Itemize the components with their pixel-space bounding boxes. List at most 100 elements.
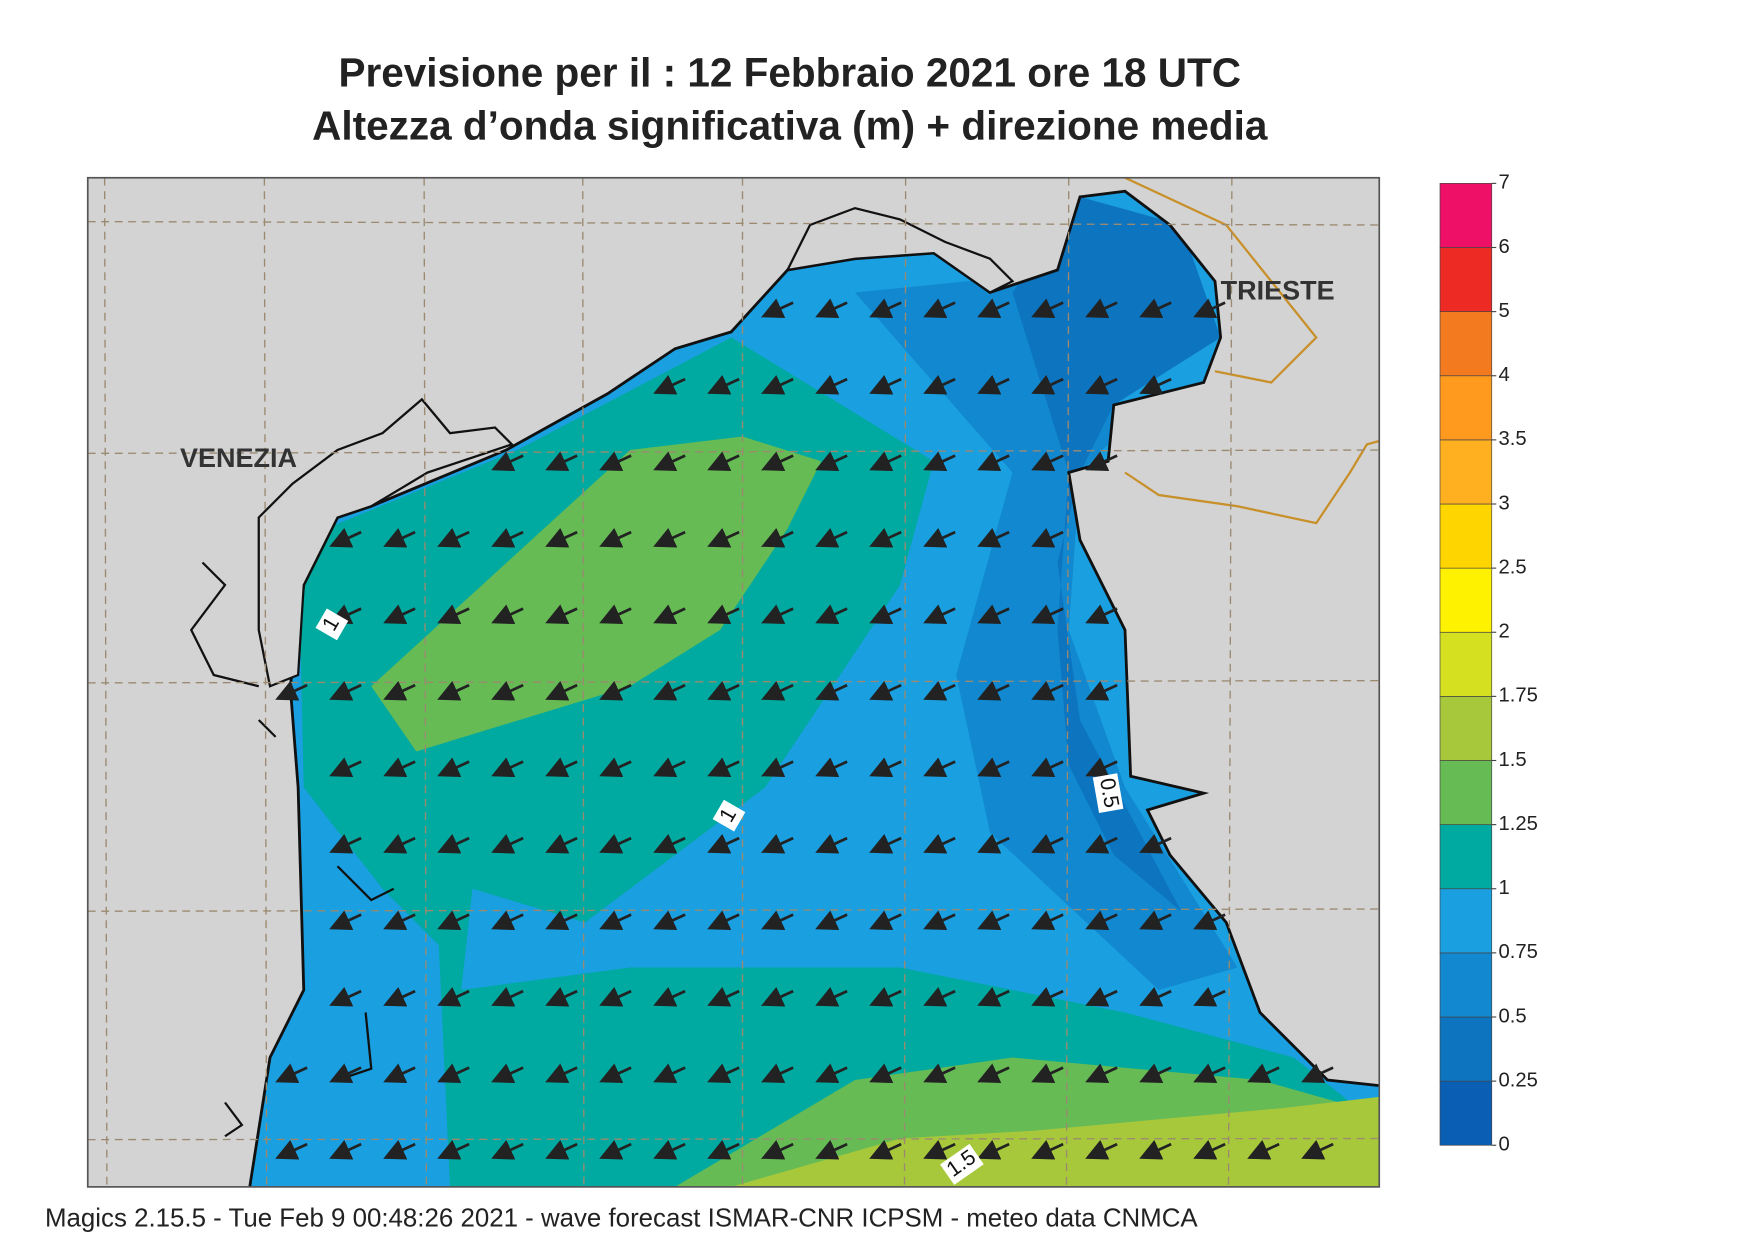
wave-arrow xyxy=(491,527,524,548)
wave-arrow xyxy=(977,527,1010,548)
wave-arrow xyxy=(491,910,524,931)
wave-arrow xyxy=(437,527,470,548)
wave-arrow xyxy=(869,604,902,625)
color-band xyxy=(1439,1016,1493,1082)
colorbar-tick-label: 1 xyxy=(1499,877,1510,899)
wave-arrow xyxy=(1085,910,1118,931)
wave-arrow xyxy=(1031,1063,1064,1084)
wave-arrow xyxy=(491,604,524,625)
wave-arrow xyxy=(707,604,740,625)
wave-arrow xyxy=(383,604,416,625)
wave-arrow xyxy=(599,910,632,931)
colorbar-tick-label: 0.5 xyxy=(1499,1005,1527,1027)
wave-arrow xyxy=(1301,1139,1334,1160)
color-band xyxy=(1439,439,1493,505)
title-line-2: Altezza d’onda significativa (m) + direz… xyxy=(312,103,1268,149)
contour-label: 0.5 xyxy=(1092,773,1124,814)
wave-arrow xyxy=(923,374,956,395)
wave-arrow xyxy=(329,986,362,1007)
wave-arrow xyxy=(761,451,794,472)
wave-arrow xyxy=(437,757,470,778)
wave-arrow xyxy=(329,910,362,931)
wave-arrow xyxy=(761,910,794,931)
wave-arrow xyxy=(1031,1139,1064,1160)
lagoon-grado xyxy=(785,206,1015,294)
wave-arrow xyxy=(761,1139,794,1160)
wave-arrow xyxy=(1139,986,1172,1007)
colorbar-tick-label: 1.5 xyxy=(1499,749,1527,771)
wave-arrow xyxy=(869,1063,902,1084)
wave-arrow xyxy=(383,680,416,701)
wave-arrow xyxy=(545,527,578,548)
wave-arrow xyxy=(599,451,632,472)
wave-arrow xyxy=(275,1063,308,1084)
colorbar-tick-label: 4 xyxy=(1499,364,1510,386)
wave-arrow xyxy=(869,374,902,395)
wave-arrow xyxy=(707,527,740,548)
wave-arrow xyxy=(923,910,956,931)
wave-arrow xyxy=(815,1139,848,1160)
color-band xyxy=(1439,183,1493,248)
wave-arrow xyxy=(923,1063,956,1084)
wave-arrow xyxy=(1139,910,1172,931)
wave-arrow xyxy=(275,680,308,701)
wave-arrow xyxy=(869,527,902,548)
wave-arrow xyxy=(599,833,632,854)
wave-arrow xyxy=(923,527,956,548)
wave-arrow xyxy=(491,680,524,701)
wave-arrow xyxy=(437,680,470,701)
wave-arrow xyxy=(383,527,416,548)
wave-arrow xyxy=(275,1139,308,1160)
wave-arrow xyxy=(491,1063,524,1084)
wave-arrow xyxy=(815,986,848,1007)
wave-arrow xyxy=(599,680,632,701)
wave-arrow xyxy=(599,527,632,548)
wave-arrow xyxy=(1085,757,1118,778)
wave-arrow xyxy=(815,680,848,701)
wave-arrow xyxy=(653,527,686,548)
contour-value: 0.5 xyxy=(1095,776,1124,809)
wave-arrow xyxy=(653,604,686,625)
color-band xyxy=(1439,247,1493,312)
wave-arrow xyxy=(437,1063,470,1084)
city-label: TRIESTE xyxy=(1221,275,1335,305)
wave-arrow xyxy=(977,910,1010,931)
wave-arrow xyxy=(1031,986,1064,1007)
wave-arrow xyxy=(491,986,524,1007)
wave-arrow xyxy=(1085,1139,1118,1160)
zone-025-05 xyxy=(1012,196,1221,912)
wave-arrow xyxy=(383,910,416,931)
map-frame xyxy=(86,176,1381,1188)
colorbar-tick-label: 0.25 xyxy=(1499,1069,1538,1091)
wave-arrow xyxy=(761,680,794,701)
wave-arrow xyxy=(437,833,470,854)
wave-arrow xyxy=(761,298,794,319)
wave-arrow xyxy=(1031,757,1064,778)
wave-arrow xyxy=(383,757,416,778)
wave-arrow xyxy=(545,910,578,931)
wave-arrow xyxy=(491,1139,524,1160)
wave-arrow xyxy=(653,374,686,395)
colorbar-tick-label: 2.5 xyxy=(1499,556,1527,578)
wave-arrow xyxy=(1085,680,1118,701)
wave-arrow xyxy=(1193,298,1226,319)
wave-arrow xyxy=(923,1139,956,1160)
wave-arrow xyxy=(869,1139,902,1160)
label-box xyxy=(315,608,349,641)
wave-arrow xyxy=(1031,374,1064,395)
wave-arrow xyxy=(383,1063,416,1084)
wave-arrow xyxy=(329,680,362,701)
wave-arrow xyxy=(329,833,362,854)
wave-arrow xyxy=(437,604,470,625)
wave-arrow xyxy=(707,374,740,395)
wave-arrow xyxy=(653,680,686,701)
wave-arrow xyxy=(545,833,578,854)
wave-arrow xyxy=(329,757,362,778)
wave-arrow xyxy=(1247,1139,1280,1160)
wave-arrow xyxy=(815,527,848,548)
wave-arrow xyxy=(761,1063,794,1084)
wave-arrow xyxy=(1193,910,1226,931)
colorbar-tick-label: 0.75 xyxy=(1499,941,1538,963)
